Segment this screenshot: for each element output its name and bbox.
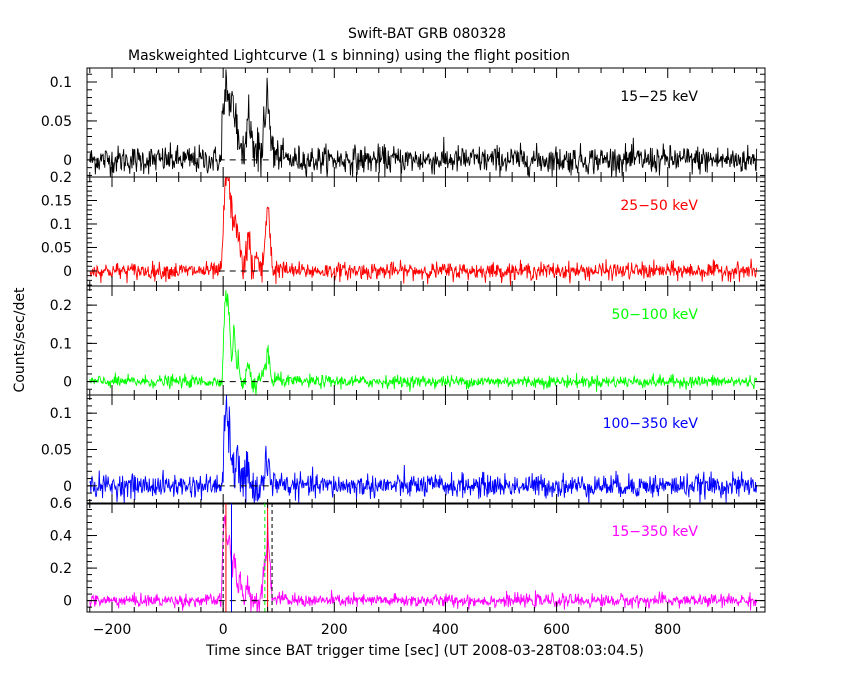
y-tick-label-4-3: 0.1 bbox=[50, 406, 72, 422]
y-tick-label-1-3: 0.1 bbox=[50, 75, 72, 91]
x-axis-label: Time since BAT trigger time [sec] (UT 20… bbox=[205, 643, 644, 659]
x-tick-label-2: 0 bbox=[219, 622, 228, 638]
y-tick-label-1-2: 0.05 bbox=[41, 114, 72, 130]
x-tick-label-1: −200 bbox=[93, 622, 131, 638]
y-tick-label-3-2: 0.1 bbox=[50, 336, 72, 352]
y-tick-label-3-1: 0 bbox=[63, 375, 72, 391]
y-tick-label-2-1: 0 bbox=[63, 264, 72, 280]
series-line-4 bbox=[89, 395, 758, 504]
y-tick-label-2-5: 0.2 bbox=[50, 170, 72, 186]
y-axis-label: Counts/sec/det bbox=[12, 287, 28, 392]
series-line-5 bbox=[89, 515, 758, 612]
band-label-2: 25−50 keV bbox=[620, 198, 698, 214]
chart-subtitle: Maskweighted Lightcurve (1 s binning) us… bbox=[128, 48, 570, 64]
y-tick-label-1-1: 0 bbox=[63, 153, 72, 169]
y-tick-label-5-4: 0.6 bbox=[50, 496, 72, 512]
band-label-5: 15−350 keV bbox=[611, 524, 698, 540]
band-label-3: 50−100 keV bbox=[611, 307, 698, 323]
y-tick-label-3-3: 0.2 bbox=[50, 298, 72, 314]
x-tick-label-3: 200 bbox=[321, 622, 348, 638]
series-line-2 bbox=[89, 176, 758, 286]
y-tick-label-4-2: 0.05 bbox=[41, 443, 72, 459]
chart-title: Swift-BAT GRB 080328 bbox=[348, 26, 506, 42]
y-tick-label-2-4: 0.15 bbox=[41, 193, 72, 209]
y-tick-label-5-3: 0.4 bbox=[50, 529, 72, 545]
x-tick-label-4: 400 bbox=[432, 622, 459, 638]
panels-group: 0 0.05 0.1 15−25 keV 0 0.05 0.1 0.15 0.2 25−50 ke… bbox=[41, 67, 766, 638]
band-label-1: 15−25 keV bbox=[620, 89, 698, 105]
panel-frame-5 bbox=[86, 502, 766, 613]
y-tick-label-5-2: 0.2 bbox=[50, 561, 72, 577]
x-tick-label-6: 800 bbox=[654, 622, 681, 638]
series-line-3 bbox=[89, 290, 758, 395]
y-tick-label-5-1: 0 bbox=[63, 594, 72, 610]
series-line-1 bbox=[89, 69, 758, 179]
y-tick-label-2-2: 0.05 bbox=[41, 240, 72, 256]
band-label-4: 100−350 keV bbox=[603, 416, 699, 432]
y-tick-label-4-1: 0 bbox=[63, 479, 72, 495]
x-tick-label-5: 600 bbox=[543, 622, 570, 638]
y-tick-label-2-3: 0.1 bbox=[50, 217, 72, 233]
